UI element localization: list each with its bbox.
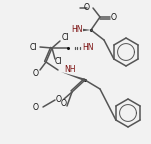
Text: O: O: [56, 95, 62, 105]
Text: HN: HN: [82, 42, 94, 52]
Text: NH: NH: [64, 66, 76, 74]
Text: Cl: Cl: [29, 42, 37, 52]
Polygon shape: [61, 72, 85, 81]
Text: O: O: [33, 103, 39, 111]
Text: Cl: Cl: [54, 56, 62, 66]
Polygon shape: [83, 29, 91, 31]
Text: O: O: [61, 98, 67, 108]
Text: O: O: [84, 3, 90, 13]
Text: HN: HN: [71, 25, 83, 35]
Text: O: O: [33, 69, 39, 77]
Text: Cl: Cl: [61, 34, 69, 42]
Text: O: O: [111, 14, 117, 22]
